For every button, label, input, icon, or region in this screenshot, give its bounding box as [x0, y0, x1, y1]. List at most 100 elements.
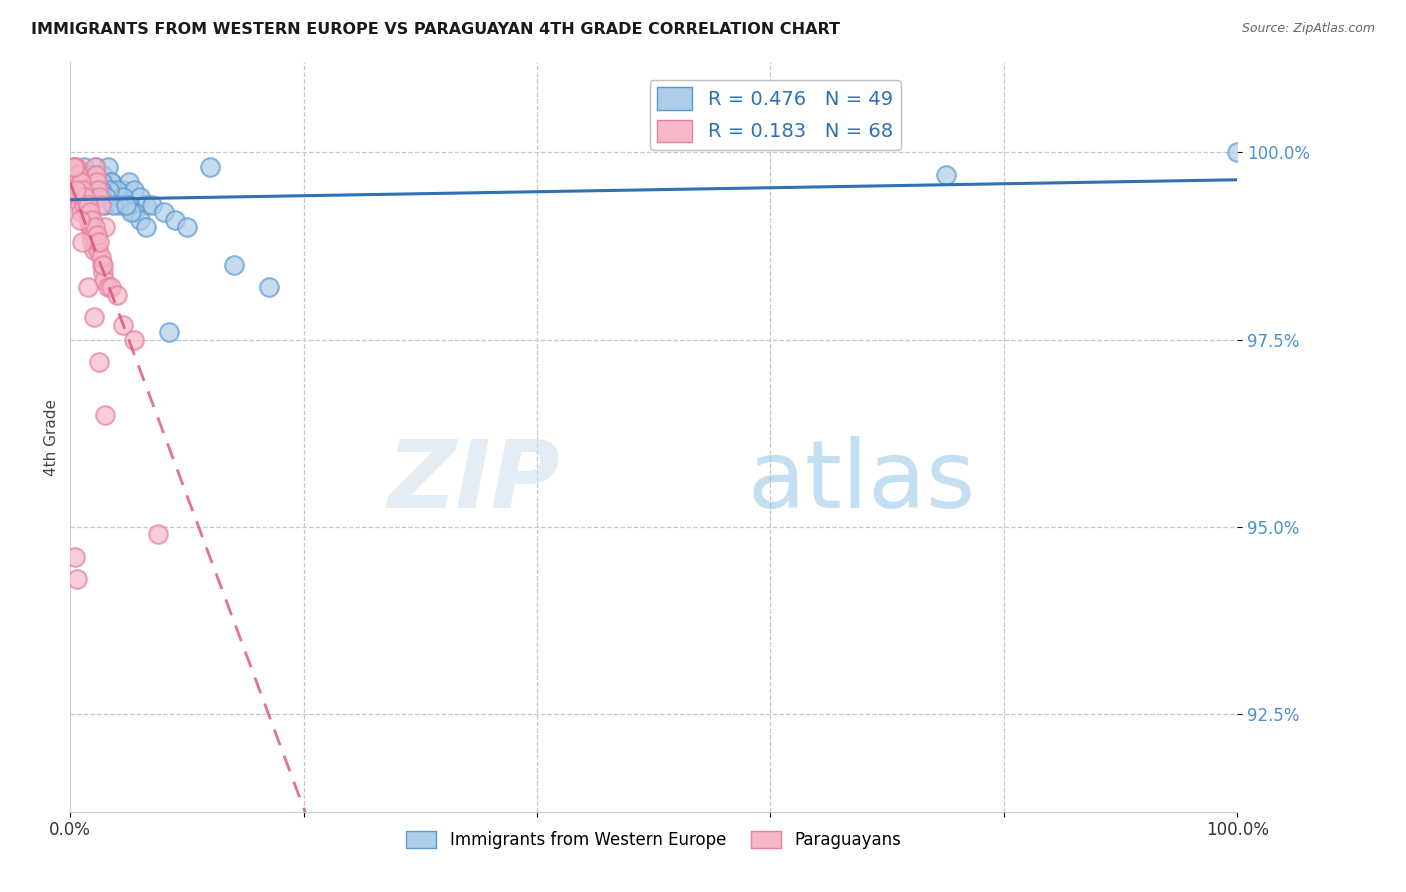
Point	[77, 212, 100, 227]
Point	[159, 325, 181, 339]
Point	[83, 168, 105, 182]
Point	[83, 183, 105, 197]
Point	[70, 168, 93, 182]
Point	[100, 175, 122, 189]
Point	[83, 175, 105, 189]
Point	[129, 190, 152, 204]
Point	[141, 198, 163, 212]
Point	[69, 205, 91, 219]
Point	[111, 183, 134, 197]
Point	[75, 190, 97, 204]
Point	[94, 408, 117, 422]
Point	[90, 183, 112, 197]
Point	[124, 205, 146, 219]
Point	[90, 258, 112, 272]
Point	[84, 161, 107, 175]
Point	[146, 527, 169, 541]
Point	[76, 280, 98, 294]
Point	[69, 175, 91, 189]
Point	[76, 175, 98, 189]
Point	[89, 175, 111, 189]
Point	[97, 183, 120, 197]
Point	[80, 220, 103, 235]
Point	[82, 212, 104, 227]
Text: ZIP: ZIP	[388, 436, 561, 528]
Point	[76, 198, 98, 212]
Point	[91, 168, 114, 182]
Point	[100, 280, 122, 294]
Point	[66, 573, 89, 587]
Point	[63, 168, 86, 182]
Point	[69, 183, 91, 197]
Point	[76, 205, 98, 219]
Point	[80, 227, 103, 242]
Point	[69, 212, 91, 227]
Point	[66, 183, 89, 197]
Point	[105, 287, 128, 301]
Point	[91, 258, 114, 272]
Point	[67, 190, 90, 204]
Point	[135, 198, 157, 212]
Text: Source: ZipAtlas.com: Source: ZipAtlas.com	[1241, 22, 1375, 36]
Point	[135, 220, 157, 235]
Point	[86, 227, 108, 242]
Point	[91, 265, 114, 279]
Point	[124, 333, 146, 347]
Point	[129, 212, 152, 227]
Point	[66, 175, 89, 189]
Point	[76, 205, 98, 219]
Point	[97, 280, 120, 294]
Point	[100, 175, 122, 189]
Point	[111, 318, 134, 332]
Point	[257, 280, 280, 294]
Point	[87, 243, 110, 257]
Point	[152, 205, 174, 219]
Point	[103, 198, 125, 212]
Point	[77, 168, 100, 182]
Point	[104, 183, 127, 197]
Point	[89, 183, 111, 197]
Point	[200, 161, 222, 175]
Point	[90, 198, 112, 212]
Point	[83, 161, 105, 175]
Point	[90, 175, 112, 189]
Point	[105, 190, 128, 204]
Legend: Immigrants from Western Europe, Paraguayans: Immigrants from Western Europe, Paraguay…	[399, 824, 908, 855]
Point	[87, 183, 110, 197]
Y-axis label: 4th Grade: 4th Grade	[44, 399, 59, 475]
Point	[70, 190, 93, 204]
Point	[83, 220, 105, 235]
Text: IMMIGRANTS FROM WESTERN EUROPE VS PARAGUAYAN 4TH GRADE CORRELATION CHART: IMMIGRANTS FROM WESTERN EUROPE VS PARAGU…	[31, 22, 839, 37]
Point	[108, 198, 131, 212]
Point	[67, 168, 90, 182]
Point	[94, 198, 117, 212]
Point	[96, 190, 118, 204]
Point	[176, 220, 198, 235]
Point	[65, 161, 87, 175]
Point	[70, 168, 93, 182]
Point	[73, 183, 96, 197]
Point	[65, 175, 87, 189]
Point	[97, 161, 120, 175]
Point	[94, 183, 117, 197]
Point	[115, 198, 138, 212]
Point	[73, 198, 96, 212]
Point	[1226, 145, 1249, 160]
Point	[89, 190, 111, 204]
Point	[89, 235, 111, 250]
Point	[86, 190, 108, 204]
Point	[83, 310, 105, 325]
Point	[69, 198, 91, 212]
Text: atlas: atlas	[747, 436, 976, 528]
Point	[84, 168, 107, 182]
Point	[72, 183, 94, 197]
Point	[79, 220, 101, 235]
Point	[83, 243, 105, 257]
Point	[76, 198, 98, 212]
Point	[63, 549, 86, 564]
Point	[89, 355, 111, 369]
Point	[165, 212, 187, 227]
Point	[222, 258, 245, 272]
Point	[70, 235, 93, 250]
Point	[83, 227, 105, 242]
